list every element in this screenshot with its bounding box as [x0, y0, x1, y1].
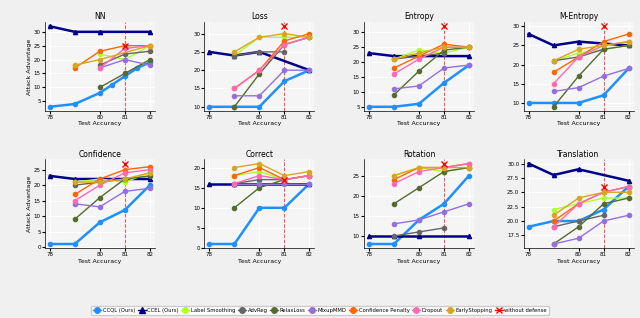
Title: Confidence: Confidence [78, 150, 121, 159]
Y-axis label: Attack Advantage: Attack Advantage [28, 176, 32, 232]
X-axis label: Test Accuracy: Test Accuracy [78, 121, 122, 126]
Title: Translation: Translation [557, 150, 600, 159]
Title: Correct: Correct [245, 150, 273, 159]
Title: Loss: Loss [251, 12, 268, 22]
X-axis label: Test Accuracy: Test Accuracy [397, 121, 441, 126]
Title: Entropy: Entropy [404, 12, 434, 22]
Y-axis label: Attack Advantage: Attack Advantage [28, 38, 32, 95]
Title: NN: NN [94, 12, 106, 22]
X-axis label: Test Accuracy: Test Accuracy [557, 259, 600, 264]
X-axis label: Test Accuracy: Test Accuracy [557, 121, 600, 126]
X-axis label: Test Accuracy: Test Accuracy [397, 259, 441, 264]
X-axis label: Test Accuracy: Test Accuracy [237, 259, 281, 264]
Legend: CCQL (Ours), CCEL (Ours), Label Smoothing, AdvReg, RelaxLoss, MixupMMD, Confiden: CCQL (Ours), CCEL (Ours), Label Smoothin… [91, 306, 549, 315]
X-axis label: Test Accuracy: Test Accuracy [78, 259, 122, 264]
Title: Rotation: Rotation [403, 150, 435, 159]
X-axis label: Test Accuracy: Test Accuracy [237, 121, 281, 126]
Title: M-Entropy: M-Entropy [559, 12, 598, 22]
